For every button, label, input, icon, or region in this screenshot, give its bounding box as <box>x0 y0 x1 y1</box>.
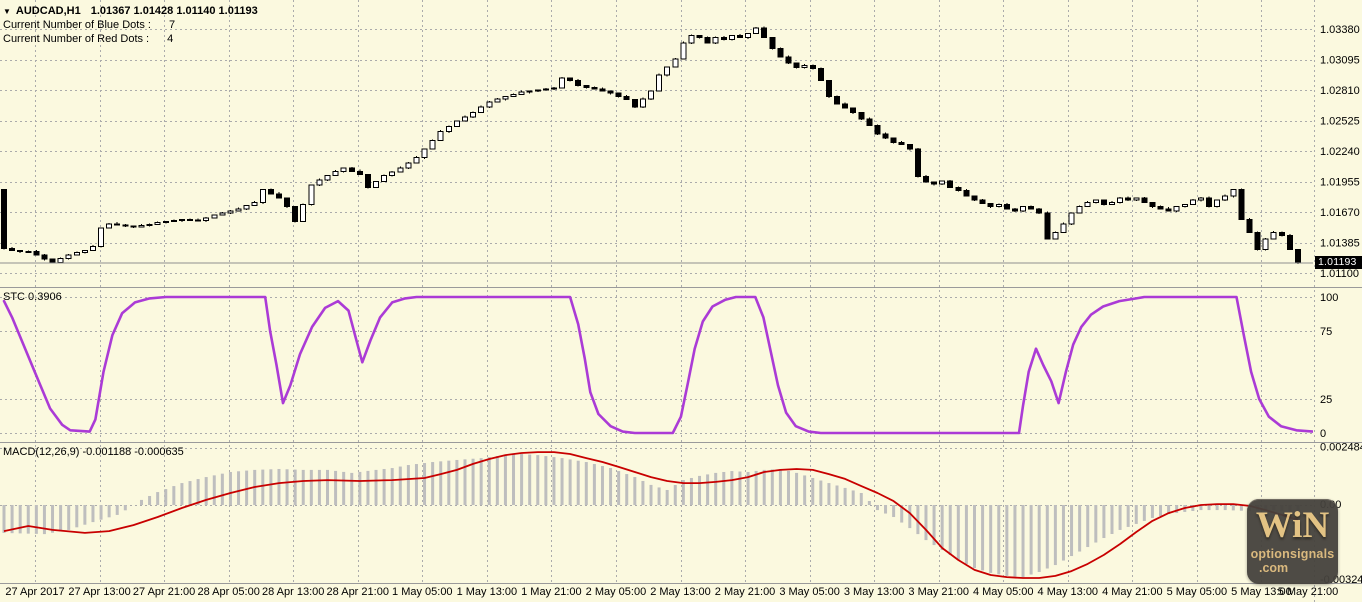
watermark-logo: WiN optionsignals .com <box>1247 499 1338 584</box>
current-price-tag: 1.01193 <box>1315 256 1362 269</box>
svg-text:2 May 13:00: 2 May 13:00 <box>650 586 711 598</box>
svg-text:2 May 21:00: 2 May 21:00 <box>715 586 776 598</box>
logo-title: WiN <box>1255 505 1330 547</box>
svg-text:1 May 21:00: 1 May 21:00 <box>521 586 582 598</box>
svg-text:1.02810: 1.02810 <box>1320 85 1360 97</box>
svg-text:27 Apr 2017: 27 Apr 2017 <box>5 586 64 598</box>
svg-text:4 May 05:00: 4 May 05:00 <box>973 586 1034 598</box>
svg-text:1.01385: 1.01385 <box>1320 238 1360 250</box>
ohlc-values: 1.01367 1.01428 1.01140 1.01193 <box>90 5 258 17</box>
blue-dots-line: Current Number of Blue Dots : 7 <box>3 19 258 31</box>
svg-text:1.01955: 1.01955 <box>1320 177 1360 189</box>
svg-text:4 May 13:00: 4 May 13:00 <box>1038 586 1099 598</box>
red-dots-value: 4 <box>167 33 174 45</box>
stc-line <box>2 295 1313 435</box>
stc-axis: 100 75 25 0 <box>1320 292 1338 440</box>
svg-text:2 May 05:00: 2 May 05:00 <box>586 586 647 598</box>
svg-text:3 May 05:00: 3 May 05:00 <box>779 586 840 598</box>
chart-header: ▼ AUDCAD,H1 1.01367 1.01428 1.01140 1.01… <box>3 5 258 45</box>
svg-text:1.03380: 1.03380 <box>1320 24 1360 36</box>
svg-text:25: 25 <box>1320 394 1332 406</box>
logo-subtitle: optionsignals <box>1250 546 1335 561</box>
blue-dots-label: Current Number of Blue Dots : <box>3 19 151 31</box>
svg-text:1.02240: 1.02240 <box>1320 146 1360 158</box>
svg-text:4 May 21:00: 4 May 21:00 <box>1102 586 1163 598</box>
symbol-row: ▼ AUDCAD,H1 1.01367 1.01428 1.01140 1.01… <box>3 5 258 17</box>
svg-text:75: 75 <box>1320 326 1332 338</box>
svg-text:3 May 13:00: 3 May 13:00 <box>844 586 905 598</box>
svg-text:5 May 05:00: 5 May 05:00 <box>1167 586 1228 598</box>
price-axis: 1.03380 1.03095 1.02810 1.02525 1.02240 1.019… <box>1320 24 1360 280</box>
symbol-dropdown-icon[interactable]: ▼ <box>3 6 11 16</box>
candles-layer <box>1 26 1301 265</box>
svg-text:0: 0 <box>1320 428 1326 440</box>
svg-text:1.01670: 1.01670 <box>1320 207 1360 219</box>
macd-signal-line <box>3 451 1299 579</box>
blue-dots-value: 7 <box>168 19 176 31</box>
svg-text:1 May 13:00: 1 May 13:00 <box>457 586 518 598</box>
svg-text:28 Apr 13:00: 28 Apr 13:00 <box>262 586 324 598</box>
svg-text:27 Apr 13:00: 27 Apr 13:00 <box>68 586 130 598</box>
svg-text:1.02525: 1.02525 <box>1320 116 1360 128</box>
red-dots-label: Current Number of Red Dots : <box>3 33 150 45</box>
macd-indicator-label: MACD(12,26,9) -0.001188 -0.000635 <box>3 446 184 458</box>
svg-text:1 May 05:00: 1 May 05:00 <box>392 586 453 598</box>
svg-text:1.03095: 1.03095 <box>1320 55 1360 67</box>
svg-text:5 May 13:00: 5 May 13:00 <box>1231 586 1292 598</box>
svg-text:27 Apr 21:00: 27 Apr 21:00 <box>133 586 195 598</box>
svg-text:28 Apr 21:00: 28 Apr 21:00 <box>327 586 389 598</box>
stc-indicator-label: STC 0.3906 <box>3 291 62 303</box>
symbol-label: AUDCAD,H1 <box>15 5 81 17</box>
svg-text:3 May 21:00: 3 May 21:00 <box>908 586 969 598</box>
time-axis: 27 Apr 2017 27 Apr 13:00 27 Apr 21:00 28 Ap… <box>5 586 1338 598</box>
svg-text:100: 100 <box>1320 292 1338 304</box>
svg-text:28 Apr 05:00: 28 Apr 05:00 <box>197 586 259 598</box>
macd-histogram <box>2 453 1300 578</box>
svg-text:5 May 21:00: 5 May 21:00 <box>1278 586 1339 598</box>
red-dots-line: Current Number of Red Dots : 4 <box>3 33 258 45</box>
svg-text:1.01100: 1.01100 <box>1320 268 1359 280</box>
logo-domain: .com <box>1259 560 1289 575</box>
panel-separators <box>0 287 1362 584</box>
svg-text:0.002484: 0.002484 <box>1320 442 1362 454</box>
